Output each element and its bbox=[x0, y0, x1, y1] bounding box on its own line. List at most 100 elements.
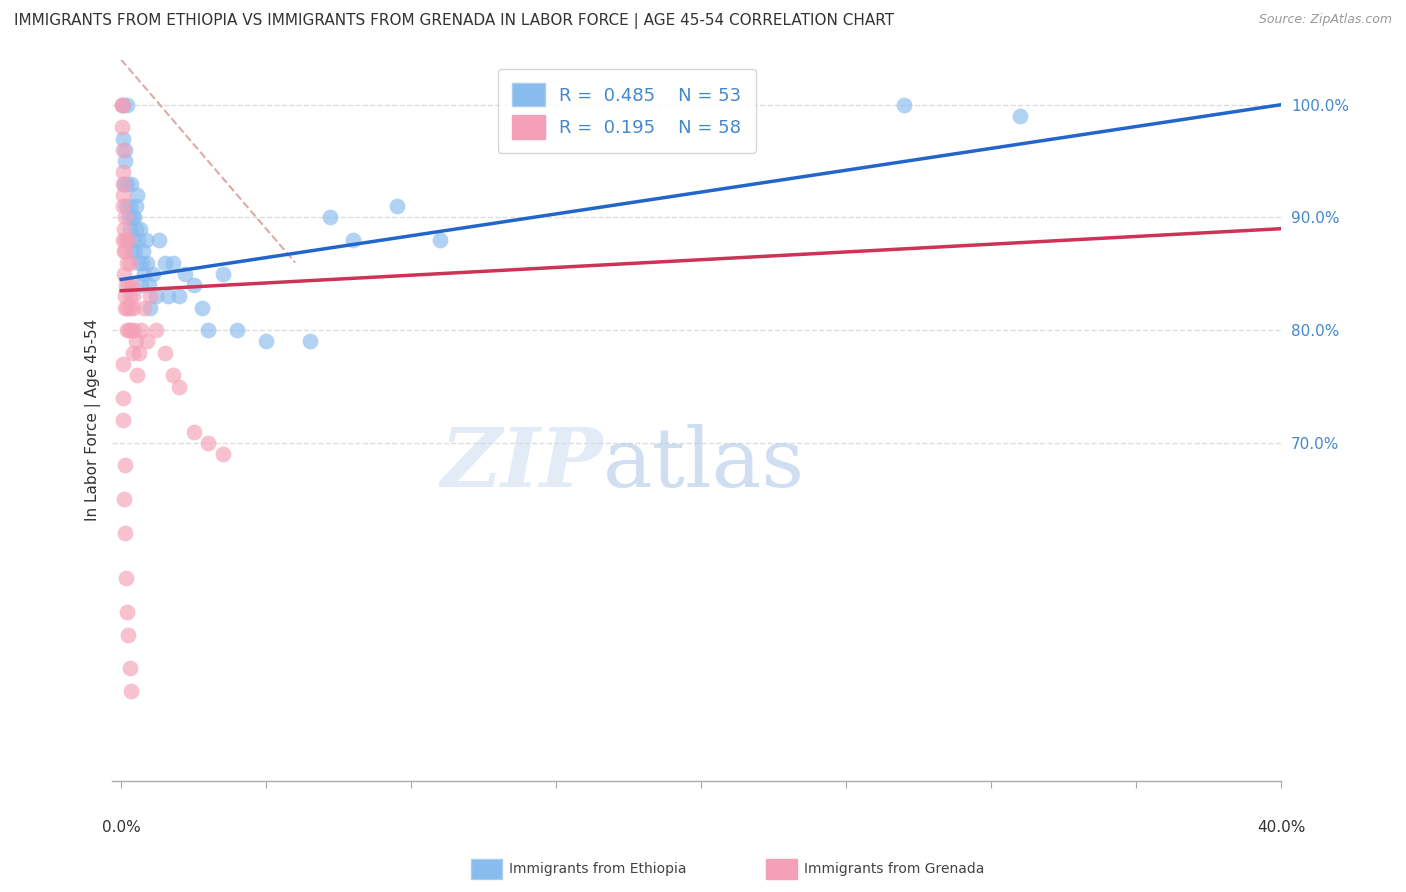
Point bbox=[156, 289, 179, 303]
Point bbox=[114, 233, 136, 247]
Point bbox=[122, 289, 145, 303]
Point bbox=[117, 233, 139, 247]
Point bbox=[115, 301, 138, 315]
Point bbox=[118, 211, 141, 225]
Point bbox=[153, 255, 176, 269]
Point bbox=[162, 255, 184, 269]
Point bbox=[139, 301, 162, 315]
Point bbox=[120, 323, 142, 337]
Point bbox=[114, 289, 136, 303]
Point bbox=[211, 267, 233, 281]
Text: Source: ZipAtlas.com: Source: ZipAtlas.com bbox=[1258, 13, 1392, 27]
Point bbox=[131, 255, 153, 269]
Point bbox=[122, 233, 145, 247]
Point bbox=[111, 187, 134, 202]
Y-axis label: In Labor Force | Age 45-54: In Labor Force | Age 45-54 bbox=[86, 319, 101, 522]
Point bbox=[127, 233, 149, 247]
Point bbox=[111, 357, 134, 371]
Point bbox=[162, 368, 184, 383]
Point bbox=[893, 97, 915, 112]
Point bbox=[115, 278, 138, 293]
Point bbox=[112, 199, 135, 213]
Point bbox=[183, 425, 205, 439]
Point bbox=[145, 289, 167, 303]
Point bbox=[121, 301, 143, 315]
Point bbox=[136, 255, 159, 269]
Point bbox=[120, 177, 142, 191]
Point bbox=[122, 323, 145, 337]
Point bbox=[134, 301, 156, 315]
Point bbox=[120, 199, 142, 213]
Point bbox=[115, 97, 138, 112]
Text: atlas: atlas bbox=[603, 424, 806, 504]
Point bbox=[132, 244, 155, 259]
Point bbox=[118, 255, 141, 269]
Point bbox=[125, 199, 148, 213]
Point bbox=[117, 233, 139, 247]
Point bbox=[120, 289, 142, 303]
Point bbox=[124, 221, 146, 235]
Point bbox=[112, 177, 135, 191]
Point bbox=[118, 661, 141, 675]
Point bbox=[128, 345, 150, 359]
Point bbox=[115, 605, 138, 619]
Point bbox=[114, 143, 136, 157]
Point bbox=[135, 233, 157, 247]
Point bbox=[115, 571, 138, 585]
Text: ZIP: ZIP bbox=[440, 424, 603, 504]
Point bbox=[191, 301, 214, 315]
Point bbox=[1010, 109, 1032, 123]
Point bbox=[121, 244, 143, 259]
Point bbox=[112, 244, 135, 259]
Point bbox=[117, 278, 139, 293]
Point bbox=[131, 323, 153, 337]
Point bbox=[226, 323, 249, 337]
Point bbox=[139, 289, 162, 303]
Point bbox=[197, 323, 219, 337]
Point bbox=[114, 244, 136, 259]
Point bbox=[167, 289, 190, 303]
Point bbox=[211, 447, 233, 461]
Text: Immigrants from Grenada: Immigrants from Grenada bbox=[804, 862, 984, 876]
Point bbox=[124, 244, 146, 259]
Point bbox=[112, 492, 135, 507]
Point bbox=[114, 458, 136, 473]
Point bbox=[114, 526, 136, 541]
Point bbox=[111, 97, 134, 112]
Point bbox=[183, 278, 205, 293]
Point bbox=[319, 211, 342, 225]
Text: 0.0%: 0.0% bbox=[101, 820, 141, 835]
Point bbox=[385, 199, 408, 213]
Point bbox=[115, 199, 138, 213]
Point bbox=[114, 211, 136, 225]
Point bbox=[114, 154, 136, 169]
Point bbox=[298, 334, 321, 349]
Point bbox=[111, 97, 134, 112]
Point bbox=[174, 267, 197, 281]
Point bbox=[429, 233, 451, 247]
Point bbox=[197, 436, 219, 450]
Point bbox=[112, 413, 135, 427]
Point bbox=[112, 233, 135, 247]
Point bbox=[115, 255, 138, 269]
Point bbox=[118, 301, 141, 315]
Point bbox=[134, 267, 156, 281]
Point bbox=[112, 221, 135, 235]
Point bbox=[342, 233, 364, 247]
Legend: R =  0.485    N = 53, R =  0.195    N = 58: R = 0.485 N = 53, R = 0.195 N = 58 bbox=[498, 69, 755, 153]
Point bbox=[111, 391, 134, 405]
Point bbox=[112, 267, 135, 281]
Point bbox=[167, 379, 190, 393]
Text: 40.0%: 40.0% bbox=[1257, 820, 1305, 835]
Point bbox=[111, 97, 134, 112]
Text: IMMIGRANTS FROM ETHIOPIA VS IMMIGRANTS FROM GRENADA IN LABOR FORCE | AGE 45-54 C: IMMIGRANTS FROM ETHIOPIA VS IMMIGRANTS F… bbox=[14, 13, 894, 29]
Point bbox=[117, 627, 139, 641]
Text: Immigrants from Ethiopia: Immigrants from Ethiopia bbox=[509, 862, 686, 876]
Point bbox=[111, 120, 134, 135]
Point bbox=[125, 368, 148, 383]
Point bbox=[111, 143, 134, 157]
Point bbox=[114, 301, 136, 315]
Point bbox=[121, 345, 143, 359]
Point bbox=[128, 255, 150, 269]
Point bbox=[131, 278, 153, 293]
